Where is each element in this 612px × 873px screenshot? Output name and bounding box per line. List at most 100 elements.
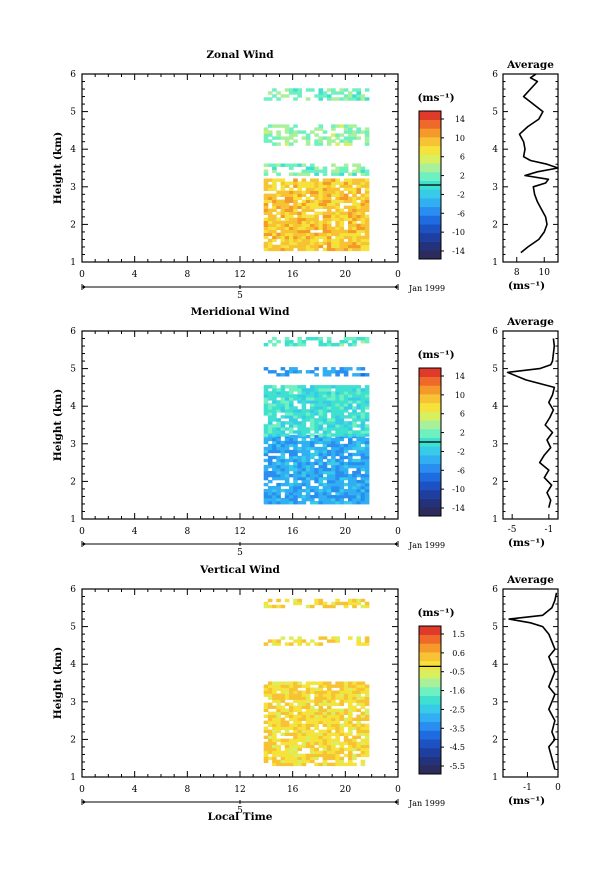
heatmap-cell xyxy=(352,738,357,742)
heatmap-cell xyxy=(360,202,366,206)
heatmap-cell xyxy=(293,406,298,410)
heatmap-cell xyxy=(335,458,340,463)
heatmap-cell xyxy=(293,421,298,425)
heatmap-cell xyxy=(272,202,277,206)
heatmap-cell xyxy=(318,223,324,227)
colorbar-swatch xyxy=(419,189,441,199)
heatmap-cell xyxy=(343,424,349,428)
heatmap-cell xyxy=(272,418,277,422)
average-y-tick-label: 6 xyxy=(492,327,498,337)
heatmap-cell xyxy=(360,214,366,218)
heatmap-cell xyxy=(335,470,340,475)
heatmap-cell xyxy=(297,458,302,463)
heatmap-cell xyxy=(360,604,366,609)
heatmap-cell xyxy=(356,636,361,640)
heatmap-cell xyxy=(297,501,302,505)
heatmap-cell xyxy=(314,753,319,758)
heatmap-cell xyxy=(263,181,269,185)
heatmap-cell xyxy=(276,476,281,481)
heatmap-cell xyxy=(339,699,345,703)
heatmap-cell xyxy=(276,708,281,712)
heatmap-cell xyxy=(310,424,315,428)
heatmap-cell xyxy=(293,232,298,237)
heatmap-cell xyxy=(305,446,311,451)
heatmap-cell xyxy=(318,464,324,469)
heatmap-cell xyxy=(343,446,349,451)
heatmap-cell xyxy=(310,385,315,389)
heatmap-cell xyxy=(314,220,319,224)
heatmap-cell xyxy=(348,756,353,761)
heatmap-cell xyxy=(267,681,273,685)
heatmap-cell xyxy=(284,467,290,472)
heatmap-cell xyxy=(305,693,311,697)
heatmap-cell xyxy=(364,187,370,191)
heatmap-cell xyxy=(356,729,361,733)
heatmap-cell xyxy=(289,756,294,761)
heatmap-cell xyxy=(326,708,332,712)
heatmap-cell xyxy=(360,467,366,472)
heatmap-cell xyxy=(343,443,349,448)
heatmap-cell xyxy=(305,642,311,646)
heatmap-cell xyxy=(348,406,353,410)
heatmap-cells xyxy=(263,337,370,505)
heatmap-cell xyxy=(352,229,357,234)
colorbar-swatch xyxy=(419,756,441,766)
heatmap-cell xyxy=(318,598,324,603)
heatmap-cell xyxy=(276,473,281,478)
heatmap-cell xyxy=(331,437,336,442)
heatmap-cell xyxy=(289,205,294,209)
heatmap-cell xyxy=(352,190,357,194)
heatmap-cell xyxy=(263,394,269,398)
heatmap-cell xyxy=(339,717,345,721)
heatmap-cell xyxy=(267,430,273,434)
heatmap-cell xyxy=(314,470,319,475)
heatmap-cell xyxy=(318,337,324,341)
heatmap-cell xyxy=(364,235,370,240)
heatmap-cell xyxy=(348,437,353,442)
heatmap-cell xyxy=(289,741,294,746)
colorbar-unit-label: (ms⁻¹) xyxy=(417,92,454,104)
heatmap-cell xyxy=(280,391,286,395)
heatmap-cell xyxy=(305,226,311,231)
heatmap-cell xyxy=(318,762,324,767)
heatmap-cell xyxy=(310,639,315,643)
colorbar-swatch xyxy=(419,489,441,499)
heatmap-cell xyxy=(360,418,366,422)
heatmap-cell xyxy=(335,433,340,437)
heatmap-cell xyxy=(352,470,357,475)
heatmap-cell xyxy=(263,205,269,209)
heatmap-cell xyxy=(267,229,273,234)
heatmap-cell xyxy=(348,130,353,134)
heatmap-cell xyxy=(326,142,332,146)
heatmap-cell xyxy=(356,488,361,493)
x-tick-label: 8 xyxy=(184,527,190,537)
heatmap-cell xyxy=(352,373,357,377)
heatmap-cell xyxy=(276,696,281,700)
heatmap-cell xyxy=(297,412,302,416)
colorbar-swatch xyxy=(419,660,441,670)
heatmap-cell xyxy=(364,247,370,252)
heatmap-cell xyxy=(289,397,294,401)
x-tick-label: 8 xyxy=(184,785,190,795)
heatmap-cell xyxy=(364,729,370,733)
heatmap-cell xyxy=(289,714,294,718)
heatmap-cell xyxy=(301,226,307,231)
heatmap-cell xyxy=(293,690,298,694)
heatmap-cell xyxy=(348,690,353,694)
heatmap-cell xyxy=(339,238,345,243)
heatmap-cell xyxy=(348,196,353,200)
heatmap-cell xyxy=(310,394,315,398)
heatmap-cell xyxy=(326,681,332,685)
heatmap-cell xyxy=(305,208,311,212)
heatmap-cell xyxy=(348,762,353,767)
heatmap-cell xyxy=(335,750,340,755)
heatmap-cell xyxy=(267,214,273,218)
heatmap-cell xyxy=(322,199,328,203)
heatmap-cell xyxy=(364,639,370,643)
heatmap-cell xyxy=(284,94,290,98)
heatmap-cell xyxy=(301,415,307,419)
heatmap-cell xyxy=(314,94,319,98)
heatmap-cell xyxy=(326,491,332,496)
heatmap-cell xyxy=(343,403,349,407)
heatmap-cell xyxy=(343,406,349,410)
